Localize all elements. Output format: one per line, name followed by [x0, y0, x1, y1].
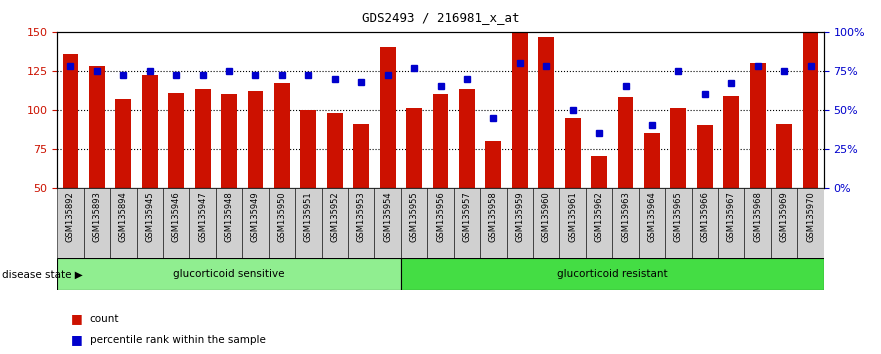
- Text: GSM135969: GSM135969: [780, 191, 788, 242]
- Bar: [750, 63, 766, 188]
- Bar: [507, 188, 533, 258]
- Text: GSM135967: GSM135967: [727, 191, 736, 242]
- Text: GSM135955: GSM135955: [410, 191, 418, 242]
- Text: GSM135963: GSM135963: [621, 191, 630, 242]
- Bar: [401, 188, 427, 258]
- Bar: [697, 125, 713, 188]
- Bar: [327, 113, 343, 188]
- Bar: [459, 90, 475, 188]
- Bar: [195, 90, 211, 188]
- Text: GSM135959: GSM135959: [515, 191, 524, 242]
- Text: glucorticoid resistant: glucorticoid resistant: [557, 269, 668, 279]
- Bar: [348, 188, 374, 258]
- Bar: [57, 188, 84, 258]
- Bar: [771, 188, 797, 258]
- Bar: [57, 258, 401, 290]
- Bar: [110, 188, 137, 258]
- Bar: [776, 124, 792, 188]
- Text: GSM135893: GSM135893: [93, 191, 101, 242]
- Bar: [744, 188, 771, 258]
- Bar: [512, 30, 528, 188]
- Bar: [538, 36, 554, 188]
- Bar: [295, 188, 322, 258]
- Text: GSM135946: GSM135946: [172, 191, 181, 242]
- Bar: [692, 188, 718, 258]
- Bar: [644, 133, 660, 188]
- Bar: [533, 188, 559, 258]
- Text: ■: ■: [70, 333, 82, 346]
- Text: GSM135894: GSM135894: [119, 191, 128, 242]
- Text: GSM135957: GSM135957: [463, 191, 471, 242]
- Bar: [163, 188, 189, 258]
- Bar: [454, 188, 480, 258]
- Text: GSM135966: GSM135966: [700, 191, 709, 242]
- Bar: [797, 188, 824, 258]
- Text: GSM135968: GSM135968: [753, 191, 762, 242]
- Text: glucorticoid sensitive: glucorticoid sensitive: [174, 269, 285, 279]
- Text: GSM135948: GSM135948: [225, 191, 233, 242]
- Bar: [591, 156, 607, 188]
- Bar: [137, 188, 163, 258]
- Text: GSM135950: GSM135950: [278, 191, 286, 242]
- Bar: [665, 188, 692, 258]
- Bar: [221, 94, 237, 188]
- Text: GSM135965: GSM135965: [674, 191, 683, 242]
- Bar: [670, 108, 686, 188]
- Bar: [374, 188, 401, 258]
- Bar: [380, 47, 396, 188]
- Bar: [718, 188, 744, 258]
- Bar: [612, 188, 639, 258]
- Bar: [216, 188, 242, 258]
- Bar: [269, 188, 295, 258]
- Bar: [84, 188, 110, 258]
- Bar: [189, 188, 216, 258]
- Text: GSM135892: GSM135892: [66, 191, 75, 242]
- Bar: [433, 94, 448, 188]
- Bar: [586, 188, 612, 258]
- Bar: [300, 110, 316, 188]
- Bar: [115, 99, 131, 188]
- Text: percentile rank within the sample: percentile rank within the sample: [90, 335, 266, 345]
- Bar: [142, 75, 158, 188]
- Bar: [803, 32, 818, 188]
- Bar: [63, 54, 78, 188]
- Bar: [242, 188, 269, 258]
- Bar: [565, 118, 581, 188]
- Text: GSM135947: GSM135947: [198, 191, 207, 242]
- Bar: [353, 124, 369, 188]
- Text: GSM135964: GSM135964: [648, 191, 656, 242]
- Text: GSM135956: GSM135956: [436, 191, 445, 242]
- Bar: [559, 188, 586, 258]
- Bar: [618, 97, 633, 188]
- Text: GSM135962: GSM135962: [595, 191, 603, 242]
- Bar: [168, 93, 184, 188]
- Text: count: count: [90, 314, 119, 324]
- Text: GSM135945: GSM135945: [145, 191, 154, 242]
- Bar: [723, 96, 739, 188]
- Text: GSM135953: GSM135953: [357, 191, 366, 242]
- Text: GDS2493 / 216981_x_at: GDS2493 / 216981_x_at: [362, 11, 519, 24]
- Text: disease state ▶: disease state ▶: [2, 269, 83, 279]
- Bar: [485, 141, 501, 188]
- Bar: [406, 108, 422, 188]
- Text: GSM135960: GSM135960: [542, 191, 551, 242]
- Bar: [89, 66, 105, 188]
- Bar: [322, 188, 348, 258]
- Text: GSM135952: GSM135952: [330, 191, 339, 242]
- Bar: [639, 188, 665, 258]
- Bar: [248, 91, 263, 188]
- Text: GSM135949: GSM135949: [251, 191, 260, 242]
- Bar: [401, 258, 824, 290]
- Bar: [427, 188, 454, 258]
- Bar: [274, 83, 290, 188]
- Text: ■: ■: [70, 312, 82, 325]
- Text: GSM135961: GSM135961: [568, 191, 577, 242]
- Text: GSM135954: GSM135954: [383, 191, 392, 242]
- Text: GSM135958: GSM135958: [489, 191, 498, 242]
- Text: GSM135951: GSM135951: [304, 191, 313, 242]
- Text: GSM135970: GSM135970: [806, 191, 815, 242]
- Bar: [480, 188, 507, 258]
